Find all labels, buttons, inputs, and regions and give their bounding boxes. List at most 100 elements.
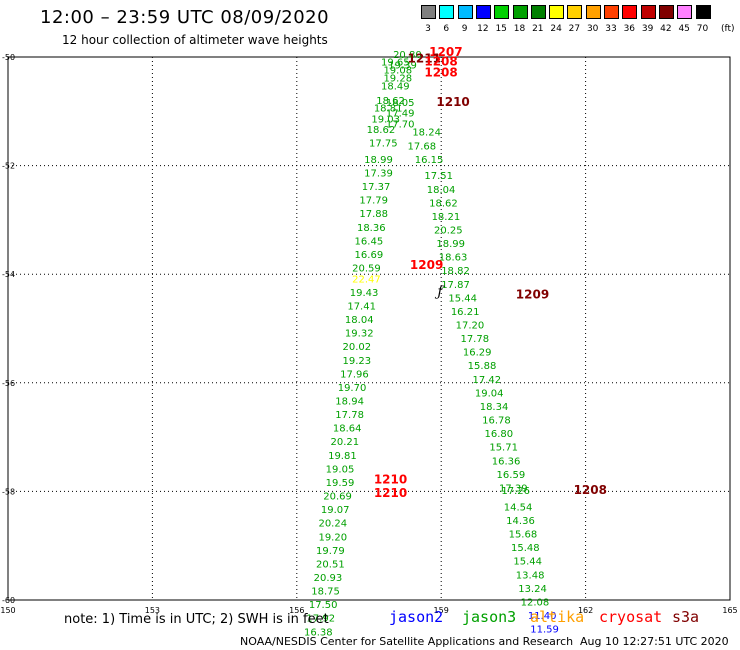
wave-height-label: 11.40	[528, 611, 557, 622]
y-tick-label: -54	[2, 270, 15, 279]
legend-label: 9	[461, 24, 468, 34]
time-label: 1207	[429, 45, 462, 59]
y-tick-label: -56	[2, 379, 15, 388]
wave-height-label: 20.51	[316, 559, 345, 570]
wave-height-label: 17.39	[364, 168, 393, 179]
wave-height-label: 20.69	[323, 492, 352, 503]
wave-height-label: 19.07	[321, 505, 350, 516]
wave-height-label: 15.48	[511, 543, 540, 554]
wave-height-label: 22.47	[352, 274, 381, 285]
legend-label: 36	[623, 24, 636, 34]
wave-height-label: 15.44	[513, 557, 542, 568]
wave-height-label: 17.49	[386, 109, 415, 120]
wave-height-label: 19.08	[383, 65, 412, 76]
wave-height-label: 18.21	[432, 212, 461, 223]
wave-height-label: 19.20	[318, 532, 347, 543]
legend-label: 12	[477, 24, 489, 34]
wave-height-label: 15.68	[509, 530, 538, 541]
wave-height-label: 18.62	[429, 198, 458, 209]
wave-height-label: 18.99	[436, 239, 465, 250]
legend-label: 30	[586, 24, 599, 34]
legend-swatch	[439, 5, 455, 19]
wave-height-label: 17.26	[501, 486, 530, 497]
legend-label: 45	[678, 24, 690, 34]
time-label: 1208	[574, 483, 607, 497]
footer-timestamp: Aug 10 12:27:51 UTC 2020	[580, 635, 729, 648]
wave-height-label: 18.62	[367, 125, 396, 136]
wave-height-label: 17.79	[359, 196, 388, 207]
legend-label: 27	[568, 24, 581, 34]
x-tick-label: 159	[434, 606, 449, 615]
x-tick-label: 150	[0, 606, 15, 615]
wave-height-label: 20.80	[393, 50, 422, 61]
wave-height-label: 13.24	[518, 584, 547, 595]
wave-height-label: 16.80	[485, 429, 514, 440]
wave-height-label: 19.70	[338, 383, 367, 394]
wave-height-label: 17.92	[306, 614, 335, 625]
satellite-name-jason2: jason2	[389, 608, 444, 626]
wave-height-label: 11.59	[530, 625, 559, 636]
wave-height-label: 17.75	[369, 139, 398, 150]
wave-height-label: 17.41	[347, 301, 376, 312]
wave-height-label: 18.94	[335, 397, 364, 408]
wave-height-label: 16.78	[482, 416, 511, 427]
wave-height-label: 18.64	[333, 424, 362, 435]
wave-height-label: 18.04	[345, 315, 374, 326]
wave-height-label: 18.99	[364, 155, 393, 166]
wave-height-label: 18.82	[441, 266, 470, 277]
wave-height-label: 19.28	[383, 73, 412, 84]
legend-swatch	[457, 5, 473, 19]
x-tick-label: 162	[578, 606, 593, 615]
time-label: 1210	[374, 486, 407, 500]
time-label: 1208	[424, 55, 457, 69]
legend-label: 70	[696, 24, 709, 34]
satellite-name-altika: altika	[530, 608, 585, 626]
legend-label: 42	[660, 24, 672, 34]
wave-height-label: 19.03	[371, 115, 400, 126]
wave-height-label: 17.70	[386, 120, 415, 131]
wave-height-label: 19.59	[326, 478, 355, 489]
plot-frame	[7, 56, 731, 601]
legend-swatch	[530, 5, 546, 19]
wave-height-label: 19.39	[388, 60, 417, 71]
wave-height-label: 18.34	[480, 402, 509, 413]
wave-height-label: 15.88	[468, 361, 497, 372]
wave-height-label: 16.69	[355, 250, 384, 261]
wave-height-label: 17.68	[408, 141, 437, 152]
legend-swatch	[475, 5, 491, 19]
legend-swatch	[604, 5, 619, 19]
satellite-name-s3a: s3a	[672, 608, 700, 626]
legend-swatch	[549, 5, 565, 19]
legend-label: 21	[532, 24, 544, 34]
legend-label: 3	[425, 24, 431, 34]
wave-height-label: 17.78	[460, 334, 489, 345]
satellite-name-cryosat: cryosat	[599, 608, 663, 626]
wave-height-label: 13.48	[516, 570, 545, 581]
x-tick-label: 165	[722, 606, 737, 615]
wave-height-label: 17.50	[309, 600, 338, 611]
wave-height-label: 17.88	[359, 209, 388, 220]
time-label: 1210	[436, 95, 469, 109]
wave-height-label: 18.62	[376, 96, 405, 107]
chart-title: 12:00 – 23:59 UTC 08/09/2020	[40, 7, 330, 28]
legend-swatch	[622, 5, 638, 19]
wave-height-label: 18.36	[357, 223, 386, 234]
wave-height-label: 18.05	[386, 98, 415, 109]
wave-height-label: 20.59	[352, 263, 381, 274]
legend-unit: (ft)	[721, 24, 735, 34]
wave-height-label: 16.36	[492, 456, 521, 467]
wave-height-label: 19.65	[381, 58, 410, 69]
wave-height-label: 15.71	[489, 443, 518, 454]
wave-height-label: 17.51	[424, 171, 453, 182]
wave-height-label: 18.63	[439, 253, 468, 264]
wave-height-label: 17.78	[335, 410, 364, 421]
wave-height-label: 19.05	[326, 464, 355, 475]
wave-height-label: 12.08	[521, 597, 550, 608]
wave-height-label: 17.42	[472, 375, 501, 386]
wave-height-label: 16.15	[415, 155, 444, 166]
wave-height-label: 16.38	[304, 627, 333, 638]
legend-swatch	[585, 5, 601, 19]
wave-height-label: 17.87	[441, 280, 470, 291]
wave-height-label: 19.43	[350, 288, 379, 299]
